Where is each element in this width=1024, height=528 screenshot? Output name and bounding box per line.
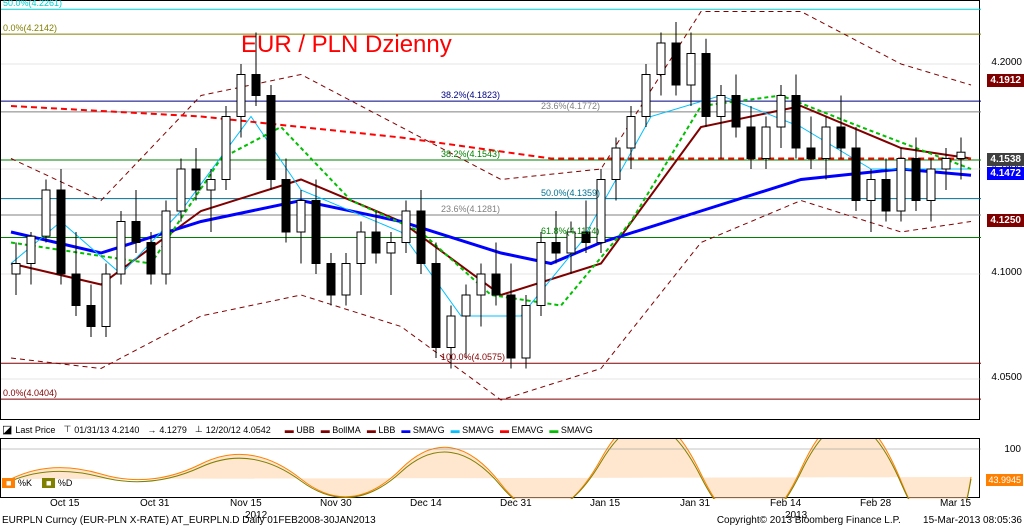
copyright: Copyright© 2013 Bloomberg Finance L.P. — [717, 515, 901, 526]
indicator-legend: ■ %K ■ %D — [2, 478, 72, 488]
d-label: %D — [58, 478, 73, 488]
timestamp: 15-Mar-2013 08:05:36 — [923, 515, 1022, 526]
footer-right: Copyright© 2013 Bloomberg Finance L.P. 1… — [717, 515, 1022, 526]
legend-arrow: 4.1279 — [159, 425, 187, 435]
legend: ◪ Last Price ⊤ 01/31/13 4.2140 → 4.1279 … — [2, 423, 593, 436]
chart-title: EUR / PLN Dzienny — [241, 31, 452, 59]
indicator-tick: 100 — [1004, 444, 1021, 455]
main-price-chart[interactable]: EUR / PLN Dzienny 50.0%(4.2261)0.0%(4.21… — [0, 0, 980, 420]
indicator-value: 43.9945 — [986, 474, 1023, 486]
legend-low: 12/20/12 4.0542 — [206, 425, 271, 435]
stochastic-indicator[interactable]: 100 43.9945 — [0, 438, 980, 498]
y-axis: 4.05004.10004.15004.20004.19124.15384.14… — [980, 0, 1024, 420]
x-axis: Oct 15Oct 31Nov 15Nov 30Dec 14Dec 31Jan … — [0, 498, 980, 512]
footer-instrument: EURPLN Curncy (EUR-PLN X-RATE) AT_EURPLN… — [2, 515, 376, 526]
legend-last-price: Last Price — [15, 425, 55, 435]
k-label: %K — [18, 478, 32, 488]
indicator-svg — [1, 439, 981, 499]
chart-container: EUR / PLN Dzienny 50.0%(4.2261)0.0%(4.21… — [0, 0, 1024, 528]
legend-high: 01/31/13 4.2140 — [74, 425, 139, 435]
